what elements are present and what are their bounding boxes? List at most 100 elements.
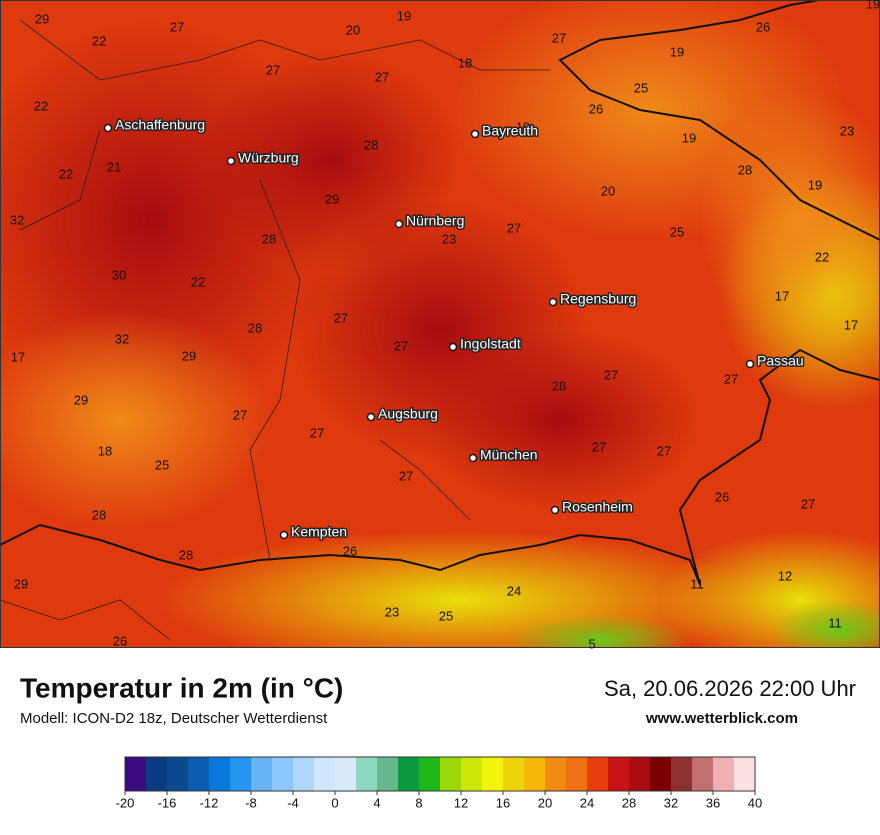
temperature-label: 27 bbox=[604, 367, 618, 382]
colorbar-segment bbox=[188, 757, 210, 791]
temperature-label: 29 bbox=[35, 11, 49, 26]
colorbar-tick-label: -20 bbox=[116, 795, 135, 810]
city-marker bbox=[366, 412, 376, 422]
heat-area bbox=[420, 330, 700, 510]
temperature-label: 19 bbox=[866, 0, 880, 11]
colorbar-segment bbox=[314, 757, 336, 791]
colorbar-tick-label: -16 bbox=[158, 795, 177, 810]
temperature-label: 27 bbox=[507, 220, 521, 235]
temperature-label: 11 bbox=[690, 576, 704, 591]
cool-area bbox=[510, 615, 690, 648]
subtitle: Modell: ICON-D2 18z, Deutscher Wetterdie… bbox=[20, 710, 328, 727]
temperature-label: 27 bbox=[592, 439, 606, 454]
colorbar-segment bbox=[503, 757, 525, 791]
temperature-label: 29 bbox=[325, 191, 339, 206]
colorbar-tick-label: -4 bbox=[287, 795, 299, 810]
temperature-label: 27 bbox=[170, 19, 184, 34]
city-marker bbox=[226, 156, 236, 166]
temperature-label: 25 bbox=[439, 608, 453, 623]
city-label: Passau bbox=[757, 353, 804, 369]
temperature-label: 26 bbox=[756, 19, 770, 34]
region-line bbox=[0, 19, 550, 641]
temperature-label: 23 bbox=[385, 604, 399, 619]
temperature-label: 17 bbox=[775, 288, 789, 303]
temperature-label: 5 bbox=[588, 636, 595, 651]
colorbar-tick-label: 24 bbox=[580, 795, 594, 810]
colorbar-segment bbox=[209, 757, 231, 791]
temperature-label: 26 bbox=[589, 101, 603, 116]
temperature-label: 28 bbox=[179, 547, 193, 562]
colorbar-tick-label: -12 bbox=[200, 795, 219, 810]
title: Temperatur in 2m (in °C) bbox=[20, 672, 343, 703]
temperature-label: 27 bbox=[233, 407, 247, 422]
temperature-label: 24 bbox=[507, 583, 521, 598]
city-label: Rosenheim bbox=[562, 499, 633, 515]
colorbar-segment bbox=[713, 757, 735, 791]
temperature-label: 25 bbox=[670, 224, 684, 239]
colorbar-segment bbox=[440, 757, 462, 791]
colorbar-segment bbox=[587, 757, 609, 791]
colorbar-segment bbox=[167, 757, 189, 791]
city-label: Aschaffenburg bbox=[115, 117, 205, 133]
city-marker bbox=[548, 297, 558, 307]
temperature-label: 25 bbox=[155, 457, 169, 472]
temperature-label: 22 bbox=[191, 274, 205, 289]
city-label: Regensburg bbox=[560, 291, 636, 307]
border-line bbox=[0, 348, 880, 586]
map-background bbox=[0, 0, 880, 648]
colorbar-tick-label: 36 bbox=[706, 795, 720, 810]
colorbar-segment bbox=[146, 757, 168, 791]
colorbar-tick-label: 0 bbox=[331, 795, 338, 810]
cool-area bbox=[0, 310, 270, 530]
colorbar-tick-label: 4 bbox=[373, 795, 380, 810]
colorbar-tick-label: 20 bbox=[538, 795, 552, 810]
temperature-label: 22 bbox=[815, 249, 829, 264]
colorbar: -20 -16 -12 -8 -4 0 4 8 12 16 20 24 28 32 36 40 bbox=[116, 756, 762, 810]
colorbar-segment bbox=[734, 757, 756, 791]
colorbar-segment bbox=[566, 757, 588, 791]
colorbar-segment bbox=[377, 757, 399, 791]
colorbar-segment bbox=[335, 757, 357, 791]
temperature-label: 28 bbox=[92, 507, 106, 522]
temperature-label: 28 bbox=[738, 162, 752, 177]
temperature-label: 18 bbox=[458, 55, 472, 70]
label-layer: 29 27 19 20 22 27 26 19 18 19 27 27 25 22 26 19 23 19 28 21… bbox=[10, 0, 880, 651]
cool-area bbox=[700, 90, 880, 350]
colorbar-segment bbox=[125, 757, 147, 791]
temperature-label: 27 bbox=[266, 62, 280, 77]
temperature-label: 19 bbox=[670, 44, 684, 59]
temperature-label: 27 bbox=[394, 338, 408, 353]
colorbar-segment bbox=[545, 757, 567, 791]
temperature-label: 27 bbox=[310, 425, 324, 440]
colorbar-segment bbox=[251, 757, 273, 791]
temperature-label: 25 bbox=[634, 80, 648, 95]
colorbar-segment bbox=[608, 757, 630, 791]
temperature-label: 20 bbox=[346, 22, 360, 37]
temperature-label: 17 bbox=[11, 349, 25, 364]
temperature-label: 22 bbox=[34, 98, 48, 113]
temperature-label: 27 bbox=[657, 443, 671, 458]
city-marker bbox=[279, 530, 289, 540]
temperature-label: 17 bbox=[844, 317, 858, 332]
colorbar-tick-label: 16 bbox=[496, 795, 510, 810]
temperature-label: 27 bbox=[801, 496, 815, 511]
colorbar-tick-label: 32 bbox=[664, 795, 678, 810]
temperature-label: 29 bbox=[14, 576, 28, 591]
city-label: Würzburg bbox=[238, 150, 299, 166]
temperature-label: 26 bbox=[113, 633, 127, 648]
temperature-label: 23 bbox=[840, 123, 854, 138]
colorbar-tick-label: -8 bbox=[245, 795, 257, 810]
temperature-label: 12 bbox=[778, 568, 792, 583]
temperature-label: 26 bbox=[715, 489, 729, 504]
city-label: Bayreuth bbox=[482, 123, 538, 139]
colorbar-segment bbox=[398, 757, 420, 791]
city-label: Ingolstadt bbox=[460, 336, 521, 352]
temperature-label: 23 bbox=[442, 231, 456, 246]
temperature-label: 26 bbox=[343, 543, 357, 558]
city-label: Kempten bbox=[291, 524, 347, 540]
temperature-label: 19 bbox=[682, 130, 696, 145]
colorbar-segment bbox=[671, 757, 693, 791]
city-label: Nürnberg bbox=[406, 213, 464, 229]
temperature-label: 32 bbox=[115, 331, 129, 346]
